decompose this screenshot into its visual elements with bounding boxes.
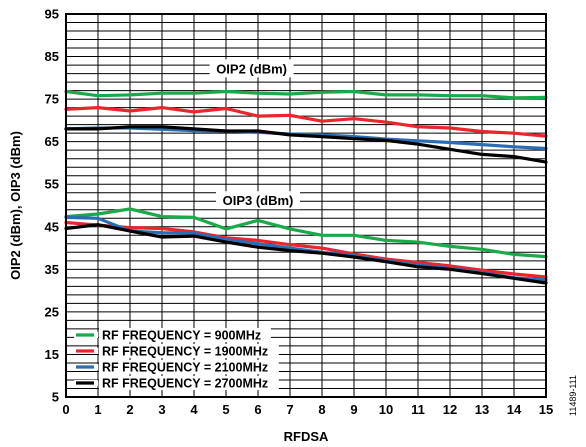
x-tick-label: 10 (379, 402, 393, 417)
annotation: OIP3 (dBm) (216, 191, 300, 210)
x-tick-label: 13 (475, 402, 489, 417)
legend-label-background (99, 328, 271, 342)
annotation-text: OIP2 (dBm) (216, 61, 287, 76)
x-tick-label: 1 (94, 402, 101, 417)
legend-label: RF FREQUENCY = 1900MHz (102, 345, 268, 359)
series-line-oip3-0 (64, 207, 548, 259)
series-line-oip2-3 (64, 125, 548, 164)
legend-label: RF FREQUENCY = 900MHz (102, 329, 261, 343)
series-lines (64, 89, 548, 285)
y-tick-label: 15 (45, 347, 59, 362)
x-tick-label: 0 (62, 402, 69, 417)
legend-label-background (99, 360, 279, 374)
x-axis-title: RFDSA (284, 429, 329, 444)
series-line-oip2-0 (64, 89, 548, 100)
legend-label: RF FREQUENCY = 2100MHz (102, 361, 268, 375)
x-tick-label: 7 (286, 402, 293, 417)
x-tick-label: 15 (539, 402, 553, 417)
y-tick-label: 75 (45, 92, 59, 107)
legend-label: RF FREQUENCY = 2700MHz (102, 377, 268, 391)
legend: RF FREQUENCY = 900MHz RF FREQUENCY = 1900… (74, 328, 279, 391)
legend-entry: RF FREQUENCY = 2700MHz (74, 376, 279, 391)
grid (66, 14, 546, 397)
x-tick-label: 5 (222, 402, 229, 417)
x-tick-label: 6 (254, 402, 261, 417)
x-tick-label: 2 (126, 402, 133, 417)
x-tick-label: 3 (158, 402, 165, 417)
annotation-background (209, 59, 294, 78)
legend-entry: RF FREQUENCY = 900MHz (74, 328, 271, 343)
y-tick-label: 25 (45, 304, 59, 319)
x-tick-label: 11 (411, 402, 425, 417)
y-tick-label: 95 (45, 7, 59, 22)
annotation-text: OIP3 (dBm) (223, 193, 294, 208)
plot-frame (65, 13, 547, 398)
y-axis-title: OIP2 (dBm), OIP3 (dBm) (8, 131, 23, 280)
x-tick-labels: 0 1 2 3 4 5 6 7 8 9 10 11 12 13 14 15 (62, 402, 553, 417)
series-line-oip3-1 (64, 220, 548, 279)
series-line-oip3-3 (64, 223, 548, 285)
y-tick-label: 5 (52, 390, 59, 405)
legend-label-background (99, 344, 279, 358)
legend-label-background (99, 376, 279, 390)
y-tick-label: 55 (45, 177, 59, 192)
x-tick-label: 8 (318, 402, 325, 417)
x-tick-label: 14 (507, 402, 522, 417)
legend-entry: RF FREQUENCY = 1900MHz (74, 344, 279, 359)
x-tick-label: 4 (190, 402, 198, 417)
series-line-oip2-1 (64, 105, 548, 138)
y-tick-label: 35 (45, 262, 59, 277)
y-tick-label: 45 (45, 219, 59, 234)
x-tick-label: 12 (443, 402, 457, 417)
y-tick-label: 85 (45, 49, 59, 64)
annotation: OIP2 (dBm) (209, 59, 294, 78)
y-tick-labels: 5 15 25 35 45 55 65 75 85 95 (45, 7, 59, 405)
x-tick-label: 9 (350, 402, 357, 417)
figure-id: 11489-111 (568, 375, 578, 416)
annotation-background (216, 191, 300, 210)
y-tick-label: 65 (45, 134, 59, 149)
annotations: OIP2 (dBm) OIP3 (dBm) (209, 59, 300, 210)
legend-entry: RF FREQUENCY = 2100MHz (74, 360, 279, 375)
